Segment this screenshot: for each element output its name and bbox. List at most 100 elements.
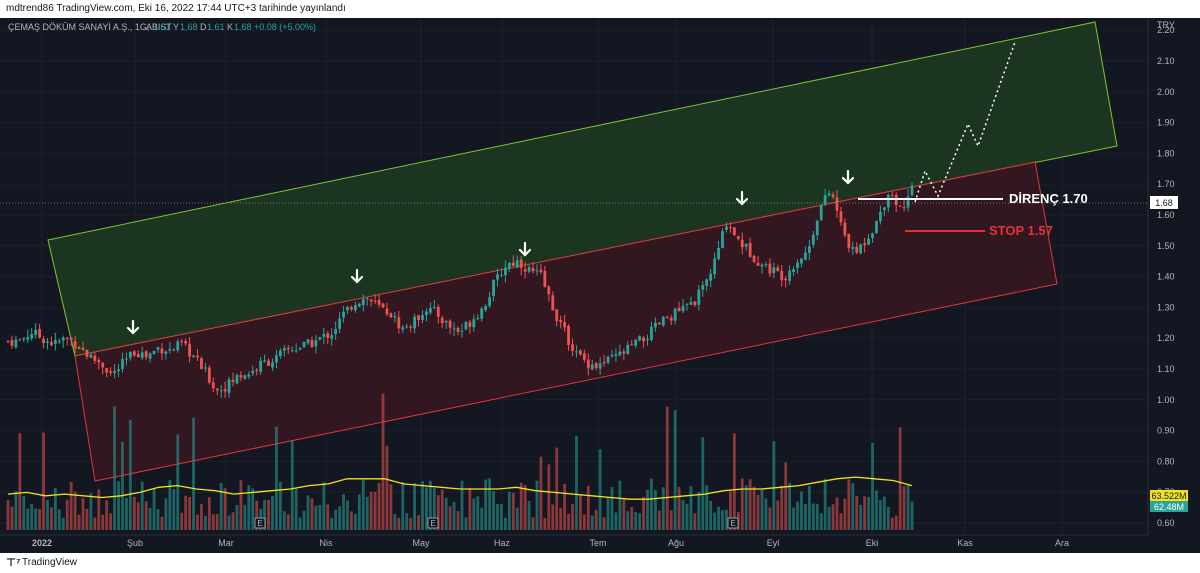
candle-body [618, 351, 622, 356]
candle-body [34, 329, 38, 335]
price-tick-label: 1.70 [1157, 179, 1175, 189]
tradingview-brand[interactable]: TradingView [22, 557, 78, 568]
candle-body [26, 337, 30, 340]
volume-bar [405, 513, 409, 530]
candle-body [207, 367, 211, 383]
stop-label: STOP 1.57 [989, 223, 1053, 238]
price-tick-label: 1.50 [1157, 241, 1175, 251]
candle-body [231, 379, 235, 382]
volume-bar [235, 504, 239, 530]
candle-body [290, 350, 294, 352]
price-tick-label: 1.40 [1157, 272, 1175, 282]
time-tick-label: Eyl [767, 538, 780, 548]
time-axis[interactable]: 2022 Şub Mar Nis May Haz Tem Ağu Eyl Eki Kas Ara [32, 538, 1069, 548]
candle-body [681, 305, 685, 312]
candle-body [725, 226, 728, 230]
candle-body [579, 350, 582, 355]
volume-bar [590, 515, 594, 530]
candle-body [661, 316, 665, 326]
price-tick-label: 1.00 [1157, 395, 1175, 405]
candle-body [81, 347, 85, 350]
time-tick-label: Kas [957, 538, 973, 548]
volume-bar [602, 517, 606, 530]
candle-body [689, 302, 693, 305]
candle-body [752, 255, 756, 262]
candle-body [156, 347, 160, 350]
candle-body [164, 351, 168, 354]
candle-body [322, 333, 326, 337]
volume-bar [851, 483, 855, 530]
candle-body [65, 337, 69, 339]
candle-body [523, 269, 527, 272]
candle-body [551, 295, 555, 311]
volume-bar [89, 493, 93, 530]
volume-bar [452, 501, 456, 530]
candle-body [42, 338, 45, 344]
candle-body [582, 353, 586, 360]
volume-bar [286, 514, 290, 530]
volume-bar [673, 409, 677, 530]
tradingview-logo-icon[interactable]: ⊤⁷ [6, 557, 21, 569]
volume-bar [172, 489, 176, 530]
volume-bar [326, 504, 330, 530]
candle-body [503, 267, 507, 276]
volume-bar [819, 513, 823, 530]
volume-bar [77, 514, 81, 530]
candle-body [196, 355, 199, 358]
green-zone[interactable] [47, 21, 1118, 357]
candle-body [219, 390, 223, 392]
volume-bar [353, 513, 357, 530]
candle-body [480, 308, 484, 319]
volume-bar [65, 499, 69, 530]
candle-body [89, 354, 93, 358]
volume-bar [223, 487, 227, 530]
candle-body [444, 320, 448, 323]
volume-bar [42, 432, 45, 530]
volume-badge [1150, 501, 1188, 512]
candle-body [760, 264, 764, 267]
volume-bar [725, 509, 728, 530]
candle-body [101, 362, 105, 368]
volume-bar [125, 497, 128, 530]
candle-body [882, 207, 886, 211]
candle-body [535, 270, 539, 272]
red-zone[interactable] [74, 161, 1058, 482]
volume-bar [215, 514, 219, 530]
candle-body [906, 196, 910, 208]
volume-bar [796, 501, 799, 530]
candle-body [203, 367, 207, 369]
candle-body [807, 246, 811, 253]
volume-bar [535, 480, 539, 530]
volume-bar [200, 503, 203, 530]
volume-bar [693, 513, 697, 530]
candle-body [555, 309, 559, 322]
volume-bar [890, 517, 894, 530]
volume-bar [586, 485, 590, 530]
volume-bar [132, 496, 136, 530]
price-tick-label: 1.10 [1157, 364, 1175, 374]
volume-bar [843, 498, 847, 530]
candle-body [22, 338, 26, 340]
candle-body [326, 333, 330, 339]
volume-bar [804, 503, 807, 530]
volume-bar [93, 517, 97, 530]
projection-line[interactable] [914, 41, 1016, 203]
candle-body [673, 308, 677, 321]
candle-body [563, 322, 567, 328]
candle-body [709, 273, 713, 281]
ohlc-value: 1.68 [180, 22, 198, 32]
volume-bar [480, 507, 484, 530]
down-arrow-icon [841, 169, 855, 185]
price-chart[interactable]: DİRENÇ 1.70 STOP 1.57 ÇEMAŞ DÖKÜM SANAYİ… [0, 18, 1200, 553]
candle-body [192, 355, 195, 357]
chart-area[interactable]: DİRENÇ 1.70 STOP 1.57 ÇEMAŞ DÖKÜM SANAYİ… [0, 18, 1200, 553]
candle-body [448, 320, 452, 328]
volume-bar [247, 485, 251, 530]
candle-body [500, 275, 503, 277]
candle-body [531, 268, 535, 272]
volume-bar [14, 491, 18, 530]
candle-body [405, 326, 409, 328]
ohlc-value: 1.61 [207, 22, 225, 32]
candle-body [464, 322, 468, 330]
candle-body [168, 349, 172, 351]
